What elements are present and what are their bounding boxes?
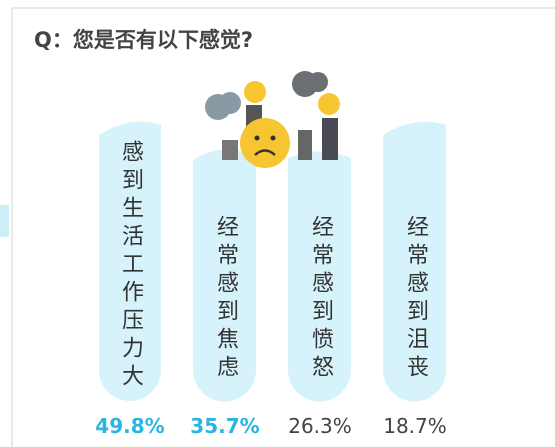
title: Q：您是否有以下感觉? [34,24,253,54]
item-label: 经常感到焦虑 [214,215,236,383]
frame [12,8,555,447]
item-value: 49.8% [85,414,175,438]
item-value: 26.3% [275,414,365,438]
background [0,0,555,447]
side-tab [0,205,9,237]
item-label: 经常感到沮丧 [404,215,426,383]
item-label: 经常感到愤怒 [309,215,331,383]
item-label: 感到生活工作压力大 [119,140,141,392]
item-value: 35.7% [180,414,270,438]
page: Q：您是否有以下感觉? 感到生活工作压力大 49.8% 经常感到焦虑 35.7% 经常感… [0,0,555,447]
item-value: 18.7% [370,414,460,438]
